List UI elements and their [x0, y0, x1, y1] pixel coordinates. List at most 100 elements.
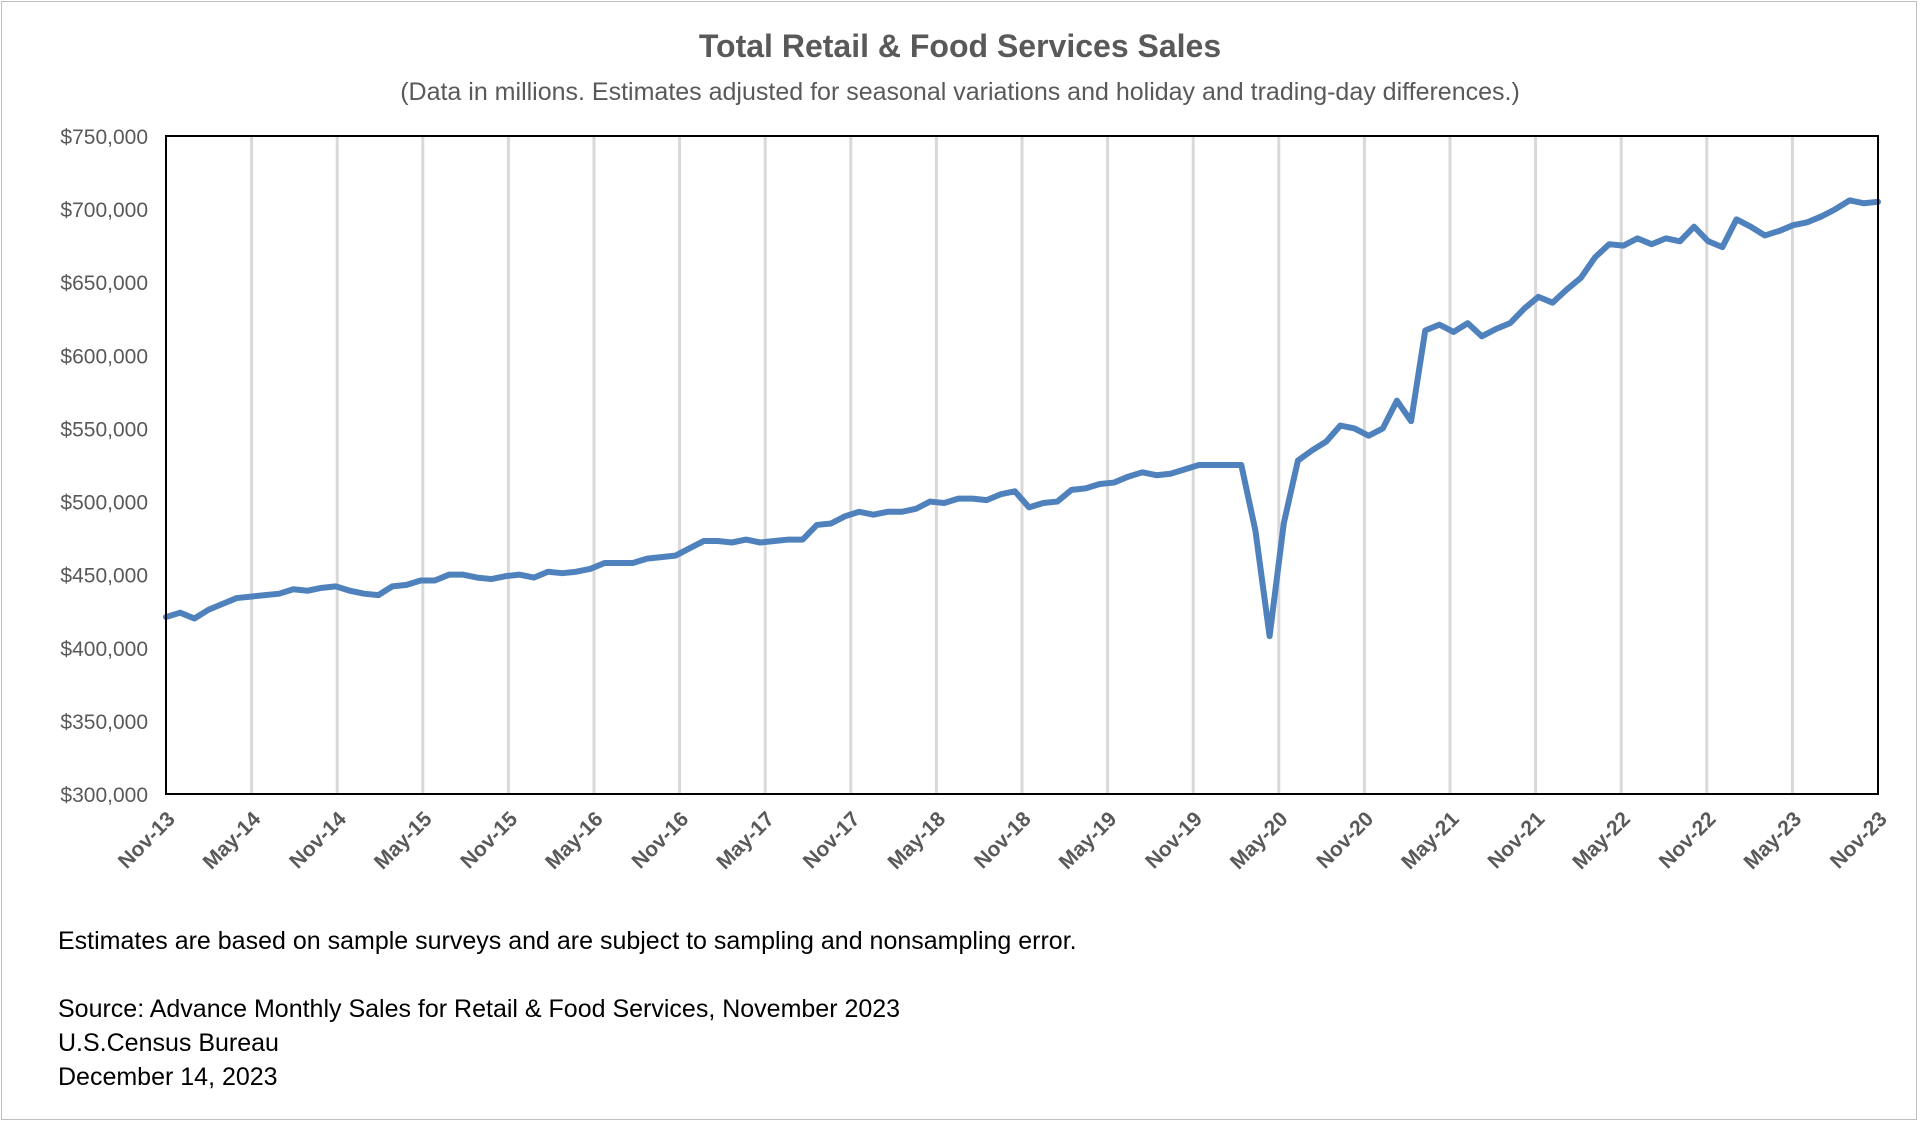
data-point [1268, 634, 1272, 638]
data-point [532, 576, 536, 580]
data-point [1197, 463, 1201, 467]
data-point [560, 571, 564, 575]
data-point [787, 538, 791, 542]
data-point [772, 539, 776, 543]
data-point [1381, 426, 1385, 430]
y-tick-label: $550,000 [60, 418, 148, 441]
data-point [985, 498, 989, 502]
data-point [843, 514, 847, 518]
data-point [1112, 481, 1116, 485]
x-tick-label: Nov-16 [628, 807, 694, 873]
x-tick-label: Nov-17 [799, 807, 865, 873]
data-point [617, 561, 621, 565]
data-point [192, 617, 196, 621]
data-point [588, 567, 592, 571]
note-agency: U.S.Census Bureau [58, 1029, 279, 1057]
x-tick-label: May-19 [1055, 807, 1122, 874]
x-tick-label: Nov-22 [1655, 807, 1721, 873]
data-point [362, 592, 366, 596]
plot-area-border [165, 135, 1879, 795]
data-point [659, 555, 663, 559]
x-tick-label: Nov-20 [1312, 807, 1378, 873]
x-tick-label: Nov-13 [114, 807, 180, 873]
data-point [1324, 440, 1328, 444]
chart-subtitle: (Data in millions. Estimates adjusted fo… [400, 78, 1520, 106]
data-point [1154, 473, 1158, 477]
data-point [1621, 244, 1625, 248]
data-point [1735, 217, 1739, 221]
chart-notes: Estimates are based on sample surveys an… [58, 924, 1077, 1094]
data-point [1070, 488, 1074, 492]
data-point [1862, 201, 1866, 205]
data-point [574, 570, 578, 574]
data-point [1664, 236, 1668, 240]
data-point [1777, 229, 1781, 233]
data-point [221, 602, 225, 606]
note-source: Source: Advance Monthly Sales for Retail… [58, 995, 901, 1023]
data-point [1593, 255, 1597, 259]
data-point [1282, 521, 1286, 525]
data-point [900, 510, 904, 514]
data-point [631, 561, 635, 565]
x-tick-label: Nov-21 [1484, 807, 1550, 873]
data-point [390, 584, 394, 588]
x-tick-label: May-22 [1568, 807, 1635, 874]
data-point [801, 538, 805, 542]
data-point [504, 574, 508, 578]
y-tick-label: $450,000 [60, 565, 148, 588]
data-point [1126, 475, 1130, 479]
data-point [1140, 470, 1144, 474]
note-sampling-error: Estimates are based on sample surveys an… [58, 927, 1077, 955]
data-point [758, 541, 762, 545]
data-point [857, 510, 861, 514]
data-point [730, 541, 734, 545]
data-point [688, 546, 692, 550]
data-point [1055, 500, 1059, 504]
data-point [178, 611, 182, 615]
y-tick-label: $700,000 [60, 199, 148, 222]
data-point [1536, 295, 1540, 299]
data-point [461, 573, 465, 577]
data-point [1819, 214, 1823, 218]
data-point [235, 596, 239, 600]
data-point [914, 507, 918, 511]
x-tick-label: Nov-23 [1826, 807, 1892, 873]
x-tick-label: May-14 [199, 807, 266, 874]
data-point [263, 593, 267, 597]
data-point [405, 583, 409, 587]
data-point [1466, 321, 1470, 325]
line-chart: $300,000 $350,000 $400,000 $450,000 $500,000… [60, 126, 1892, 874]
data-point [1650, 242, 1654, 246]
data-point [1706, 239, 1710, 243]
data-point [1522, 307, 1526, 311]
data-point [716, 539, 720, 543]
data-point [1635, 236, 1639, 240]
chart-title: Total Retail & Food Services Sales [698, 28, 1222, 64]
x-tick-label: Nov-18 [970, 807, 1036, 873]
data-point [1763, 233, 1767, 237]
data-point [871, 513, 875, 517]
data-point [1367, 434, 1371, 438]
data-point [206, 608, 210, 612]
data-point [829, 521, 833, 525]
data-point [1607, 242, 1611, 246]
data-point [1084, 486, 1088, 490]
data-point [1409, 419, 1413, 423]
series-line-retail-sales [163, 197, 1881, 640]
data-point [1692, 225, 1696, 229]
data-point [249, 595, 253, 599]
data-point [1211, 463, 1215, 467]
data-point [1508, 321, 1512, 325]
data-point [1791, 223, 1795, 227]
data-point [999, 492, 1003, 496]
data-point [348, 589, 352, 593]
data-point [928, 500, 932, 504]
note-date: December 14, 2023 [58, 1063, 278, 1091]
data-point [1310, 448, 1314, 452]
data-point [433, 579, 437, 583]
y-tick-label: $750,000 [60, 126, 148, 149]
data-point [1805, 220, 1809, 224]
y-tick-label: $650,000 [60, 272, 148, 295]
data-point [1480, 334, 1484, 338]
